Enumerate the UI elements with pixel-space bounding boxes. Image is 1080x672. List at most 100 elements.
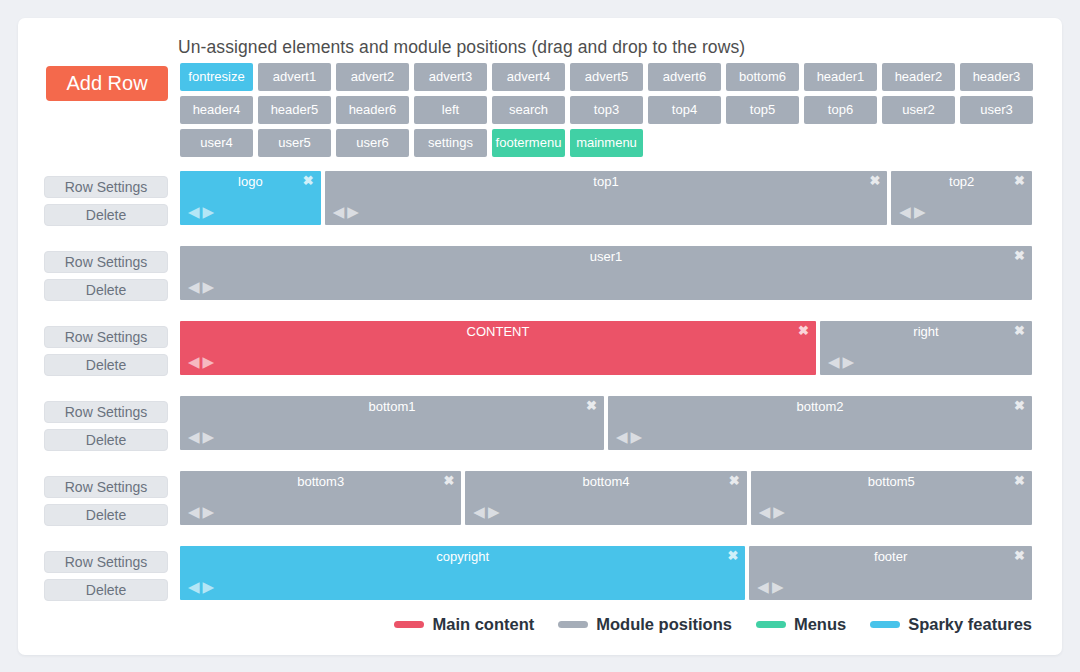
move-right-icon[interactable]: ▶ [631, 428, 646, 445]
close-icon[interactable]: ✖ [869, 173, 880, 188]
close-icon[interactable]: ✖ [1014, 248, 1025, 263]
unassigned-tile-footermenu[interactable]: footermenu [492, 129, 565, 157]
position-block-logo[interactable]: logo✖◀▶ [180, 171, 321, 225]
unassigned-tile-user5[interactable]: user5 [258, 129, 331, 157]
move-left-icon[interactable]: ◀ [757, 578, 772, 595]
move-right-icon[interactable]: ▶ [347, 203, 362, 220]
unassigned-tile-advert4[interactable]: advert4 [492, 63, 565, 91]
position-block-top1[interactable]: top1 ✖ ◀▶ [325, 171, 888, 225]
unassigned-tile-top6[interactable]: top6 [804, 96, 877, 124]
move-right-icon[interactable]: ▶ [203, 353, 218, 370]
row-settings-button[interactable]: Row Settings [44, 176, 168, 198]
close-icon[interactable]: ✖ [727, 548, 738, 563]
move-left-icon[interactable]: ◀ [188, 203, 203, 220]
resize-arrows: ◀▶ [759, 504, 788, 519]
move-left-icon[interactable]: ◀ [188, 578, 203, 595]
unassigned-tile-header4[interactable]: header4 [180, 96, 253, 124]
move-right-icon[interactable]: ▶ [203, 203, 218, 220]
move-left-icon[interactable]: ◀ [188, 428, 203, 445]
position-block-bottom3[interactable]: bottom3✖◀▶ [180, 471, 461, 525]
move-right-icon[interactable]: ▶ [772, 578, 787, 595]
unassigned-tile-header2[interactable]: header2 [882, 63, 955, 91]
unassigned-tile-fontresize[interactable]: fontresize [180, 63, 253, 91]
row-settings-button[interactable]: Row Settings [44, 401, 168, 423]
unassigned-tile-header1[interactable]: header1 [804, 63, 877, 91]
unassigned-tile-user6[interactable]: user6 [336, 129, 409, 157]
move-left-icon[interactable]: ◀ [333, 203, 348, 220]
move-left-icon[interactable]: ◀ [188, 278, 203, 295]
resize-arrows: ◀▶ [188, 579, 217, 594]
position-block-bottom4[interactable]: bottom4✖◀▶ [465, 471, 746, 525]
resize-arrows: ◀▶ [188, 204, 217, 219]
position-block-label: top1 [349, 174, 864, 189]
position-block-top2[interactable]: top2 ✖ ◀▶ [891, 171, 1032, 225]
resize-arrows: ◀▶ [757, 579, 786, 594]
move-left-icon[interactable]: ◀ [759, 503, 774, 520]
move-right-icon[interactable]: ▶ [488, 503, 503, 520]
unassigned-tile-advert3[interactable]: advert3 [414, 63, 487, 91]
close-icon[interactable]: ✖ [1014, 398, 1025, 413]
unassigned-tile-advert1[interactable]: advert1 [258, 63, 331, 91]
position-block-bottom5[interactable]: bottom5✖◀▶ [751, 471, 1032, 525]
position-block-right[interactable]: right✖◀▶ [820, 321, 1032, 375]
row-delete-button[interactable]: Delete [44, 504, 168, 526]
row-blocks: bottom1✖◀▶bottom2✖◀▶ [180, 396, 1032, 450]
close-icon[interactable]: ✖ [1014, 473, 1025, 488]
unassigned-tile-header6[interactable]: header6 [336, 96, 409, 124]
move-right-icon[interactable]: ▶ [203, 503, 218, 520]
unassigned-tile-settings[interactable]: settings [414, 129, 487, 157]
move-right-icon[interactable]: ▶ [914, 203, 929, 220]
move-left-icon[interactable]: ◀ [828, 353, 843, 370]
unassigned-tile-top3[interactable]: top3 [570, 96, 643, 124]
position-block-copyright[interactable]: copyright✖◀▶ [180, 546, 745, 600]
unassigned-tile-user4[interactable]: user4 [180, 129, 253, 157]
move-right-icon[interactable]: ▶ [773, 503, 788, 520]
row-settings-button[interactable]: Row Settings [44, 251, 168, 273]
row-delete-button[interactable]: Delete [44, 579, 168, 601]
unassigned-tile-header3[interactable]: header3 [960, 63, 1033, 91]
unassigned-tile-header5[interactable]: header5 [258, 96, 331, 124]
row-settings-button[interactable]: Row Settings [44, 326, 168, 348]
row-settings-button[interactable]: Row Settings [44, 551, 168, 573]
move-left-icon[interactable]: ◀ [616, 428, 631, 445]
close-icon[interactable]: ✖ [1014, 323, 1025, 338]
unassigned-tile-left[interactable]: left [414, 96, 487, 124]
close-icon[interactable]: ✖ [1014, 173, 1025, 188]
move-right-icon[interactable]: ▶ [203, 578, 218, 595]
unassigned-tile-top5[interactable]: top5 [726, 96, 799, 124]
row-delete-button[interactable]: Delete [44, 429, 168, 451]
close-icon[interactable]: ✖ [1014, 548, 1025, 563]
position-block-bottom1[interactable]: bottom1✖◀▶ [180, 396, 604, 450]
move-left-icon[interactable]: ◀ [473, 503, 488, 520]
unassigned-tile-mainmenu[interactable]: mainmenu [570, 129, 643, 157]
unassigned-tile-advert6[interactable]: advert6 [648, 63, 721, 91]
row-settings-button[interactable]: Row Settings [44, 476, 168, 498]
move-right-icon[interactable]: ▶ [203, 428, 218, 445]
unassigned-tile-top4[interactable]: top4 [648, 96, 721, 124]
unassigned-tile-advert2[interactable]: advert2 [336, 63, 409, 91]
unassigned-tile-search[interactable]: search [492, 96, 565, 124]
move-right-icon[interactable]: ▶ [843, 353, 858, 370]
row-delete-button[interactable]: Delete [44, 204, 168, 226]
close-icon[interactable]: ✖ [798, 323, 809, 338]
move-left-icon[interactable]: ◀ [188, 503, 203, 520]
position-block-bottom2[interactable]: bottom2✖◀▶ [608, 396, 1032, 450]
close-icon[interactable]: ✖ [443, 473, 454, 488]
close-icon[interactable]: ✖ [303, 173, 314, 188]
move-left-icon[interactable]: ◀ [188, 353, 203, 370]
close-icon[interactable]: ✖ [729, 473, 740, 488]
add-row-button[interactable]: Add Row [46, 66, 168, 101]
close-icon[interactable]: ✖ [586, 398, 597, 413]
position-block-user1[interactable]: user1✖◀▶ [180, 246, 1032, 300]
position-block-label: top2 [915, 174, 1008, 189]
unassigned-tile-user2[interactable]: user2 [882, 96, 955, 124]
row-delete-button[interactable]: Delete [44, 279, 168, 301]
move-right-icon[interactable]: ▶ [203, 278, 218, 295]
unassigned-tile-bottom6[interactable]: bottom6 [726, 63, 799, 91]
unassigned-tile-user3[interactable]: user3 [960, 96, 1033, 124]
row-delete-button[interactable]: Delete [44, 354, 168, 376]
position-block-footer[interactable]: footer✖◀▶ [749, 546, 1032, 600]
position-block-content[interactable]: CONTENT✖◀▶ [180, 321, 816, 375]
unassigned-tile-advert5[interactable]: advert5 [570, 63, 643, 91]
move-left-icon[interactable]: ◀ [899, 203, 914, 220]
